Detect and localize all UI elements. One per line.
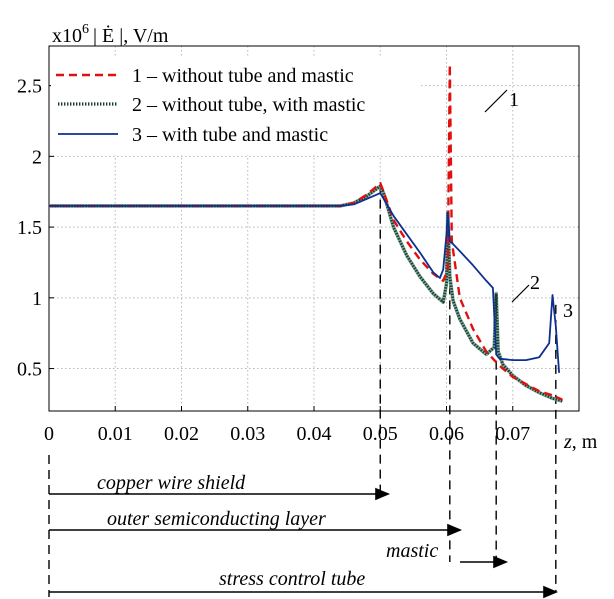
annotation-label-1: 1: [509, 89, 519, 111]
y-axis-label-units: | Ė |, V/m: [93, 24, 169, 47]
x-tick-label: 0.06: [429, 423, 464, 445]
y-tick-labels: 0.5 1 1.5 2 2.5: [17, 76, 54, 381]
region-label-stress-control-tube: stress control tube: [219, 568, 365, 590]
x-tick-label: 0: [44, 423, 54, 445]
series-lines: [49, 63, 563, 403]
region-guides: [48, 184, 557, 597]
annotation-leader-1: [484, 89, 508, 113]
x-axis-label: z, m: [563, 431, 598, 453]
x-tick-label: 0.03: [230, 423, 265, 445]
y-tick-label: 0.5: [17, 359, 42, 381]
region-label-mastic: mastic: [386, 540, 438, 562]
region-arrows: [49, 487, 559, 599]
series-line-3: [49, 192, 560, 373]
legend-label-2: 2 – without tube, with mastic: [132, 94, 365, 116]
annotation-label-3: 3: [563, 300, 573, 322]
y-axis-label: x106 | Ė |, V/m: [52, 22, 169, 47]
x-tick-label: 0.07: [495, 423, 530, 445]
x-axis-label-symbol: z: [563, 431, 572, 453]
x-tick-label: 0.02: [164, 423, 199, 445]
x-tick-label: 0.05: [363, 423, 398, 445]
arrowhead-outer-semiconducting-layer: [447, 523, 463, 537]
x-tick-labels: 0 0.01 0.02 0.03 0.04 0.05 0.06 0.07: [44, 406, 530, 445]
y-tick-label: 2.5: [17, 76, 42, 98]
x-tick-label: 0.01: [98, 423, 133, 445]
arrowhead-mastic: [493, 555, 509, 569]
legend-label-3: 3 – with tube and mastic: [132, 124, 328, 146]
curve-annotations: 1 2 3: [484, 89, 573, 322]
region-label-outer-semiconducting-layer: outer semiconducting layer: [107, 508, 326, 530]
y-tick-label: 2: [32, 146, 42, 168]
y-axis-label-prefix: x10: [52, 25, 82, 47]
arrowhead-stress-control-tube: [543, 585, 559, 599]
annotation-leader-2: [511, 284, 530, 303]
arrowhead-copper-wire-shield: [375, 487, 391, 501]
x-axis-label-unit: , m: [572, 431, 598, 453]
x-tick-label: 0.04: [297, 423, 332, 445]
legend: 1 – without tube and mastic 2 – without …: [51, 56, 419, 155]
annotation-label-2: 2: [530, 272, 540, 294]
y-tick-label: 1: [32, 288, 42, 310]
series-line-1: [49, 63, 563, 401]
region-label-copper-wire-shield: copper wire shield: [97, 472, 246, 494]
legend-label-1: 1 – without tube and mastic: [132, 65, 354, 87]
y-tick-label: 1.5: [17, 217, 42, 239]
y-axis-label-exponent: 6: [82, 22, 89, 37]
